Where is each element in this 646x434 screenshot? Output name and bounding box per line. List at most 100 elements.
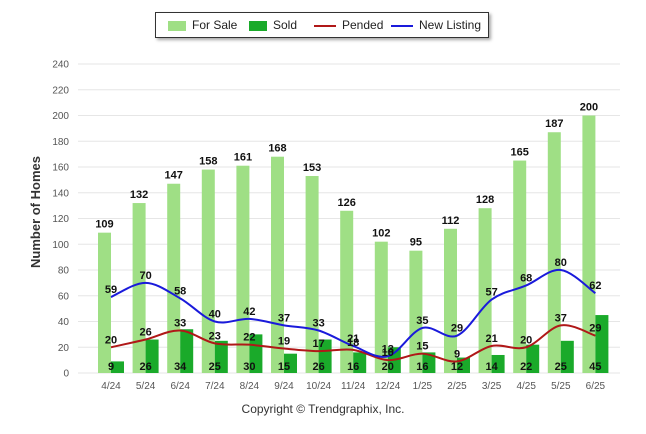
- label-sold: 26: [312, 361, 324, 373]
- legend-label-sold: Sold: [273, 18, 298, 32]
- bar-for-sale: [271, 156, 284, 373]
- label-new-listing: 40: [209, 309, 221, 321]
- y-tick-label: 120: [52, 214, 69, 225]
- legend-item-sold[interactable]: Sold: [249, 18, 297, 32]
- sold-swatch: [249, 20, 267, 31]
- label-for-sale: 158: [199, 156, 217, 168]
- bar-for-sale: [582, 115, 596, 373]
- bars: [98, 115, 609, 373]
- label-for-sale: 147: [165, 170, 183, 182]
- bar-sold: [111, 361, 124, 373]
- bar-sold: [145, 339, 159, 373]
- label-pended: 17: [312, 338, 324, 350]
- label-new-listing: 80: [555, 257, 567, 269]
- bar-sold: [180, 329, 194, 373]
- x-tick-label: 4/24: [101, 381, 121, 392]
- bar-for-sale: [340, 210, 354, 373]
- label-for-sale: 161: [234, 152, 252, 164]
- new-listing-line-swatch: [391, 24, 413, 27]
- new-listing-line: [110, 268, 596, 358]
- legend-item-new-listing[interactable]: New Listing: [391, 18, 481, 32]
- y-tick-label: 180: [52, 137, 69, 148]
- label-sold: 25: [209, 361, 221, 373]
- label-for-sale: 126: [338, 197, 356, 209]
- y-tick-label: 100: [52, 240, 69, 251]
- y-tick-label: 80: [58, 266, 70, 277]
- label-for-sale: 128: [476, 194, 494, 206]
- label-new-listing: 21: [347, 333, 359, 345]
- label-for-sale: 95: [410, 237, 422, 249]
- x-tick-label: 8/24: [240, 381, 260, 392]
- y-tick-label: 200: [52, 111, 69, 122]
- for-sale-swatch: [168, 20, 186, 31]
- label-pended: 26: [139, 327, 151, 339]
- bar-sold: [526, 344, 540, 373]
- label-for-sale: 200: [580, 102, 598, 114]
- y-tick-label: 0: [63, 369, 69, 380]
- label-pended: 29: [589, 323, 601, 335]
- x-tick-label: 5/24: [136, 381, 156, 392]
- label-new-listing: 13: [382, 343, 394, 355]
- bar-sold: [595, 315, 609, 373]
- label-pended: 18: [347, 337, 359, 349]
- label-pended: 20: [105, 334, 117, 346]
- x-tick-label: 11/24: [341, 381, 366, 392]
- legend-label-for-sale: For Sale: [192, 18, 238, 32]
- label-new-listing: 42: [243, 306, 255, 318]
- bar-for-sale: [374, 241, 388, 373]
- x-tick-label: 5/25: [551, 381, 571, 392]
- bar-for-sale: [478, 208, 492, 373]
- x-tick-label: 6/25: [586, 381, 606, 392]
- x-tick-label: 4/25: [516, 381, 536, 392]
- label-sold: 26: [139, 361, 151, 373]
- bar-sold: [214, 340, 228, 373]
- label-for-sale: 112: [442, 215, 460, 227]
- bar-for-sale: [513, 160, 527, 373]
- label-new-listing: 59: [105, 284, 117, 296]
- label-pended: 9: [454, 348, 460, 360]
- label-sold: 15: [278, 361, 290, 373]
- legend-item-for-sale[interactable]: For Sale: [168, 18, 237, 32]
- label-for-sale: 153: [303, 162, 321, 174]
- x-axis-ticks: 4/24 5/24 6/24 7/24 8/24 9/24 10/24 11/24 12/24 1…: [101, 381, 605, 392]
- bar-for-sale: [98, 232, 111, 373]
- bar-for-sale: [132, 203, 146, 373]
- legend-label-new-listing: New Listing: [419, 18, 482, 32]
- label-new-listing: 70: [139, 270, 151, 282]
- legend: For Sale Sold Pended New Listing: [155, 12, 489, 38]
- bar-for-sale: [305, 176, 319, 373]
- bar-for-sale: [236, 165, 250, 373]
- label-sold: 9: [108, 361, 114, 373]
- y-tick-label: 140: [52, 188, 69, 199]
- x-tick-label: 6/24: [170, 381, 190, 392]
- label-new-listing: 57: [485, 287, 497, 299]
- pended-line: [110, 324, 596, 363]
- label-pended: 19: [278, 336, 290, 348]
- bar-sold: [284, 353, 297, 373]
- legend-item-pended[interactable]: Pended: [314, 18, 383, 32]
- x-tick-label: 1/25: [413, 381, 433, 392]
- label-sold: 30: [243, 361, 255, 373]
- label-pended: 37: [555, 312, 567, 324]
- legend-label-pended: Pended: [342, 18, 384, 32]
- bar-sold: [318, 339, 332, 373]
- copyright-text: Copyright © Trendgraphix, Inc.: [241, 402, 405, 416]
- label-pended: 33: [174, 318, 186, 330]
- label-for-sale: 102: [372, 228, 390, 240]
- label-for-sale: 168: [268, 143, 286, 155]
- label-pended: 21: [485, 333, 497, 345]
- label-sold: 34: [174, 361, 187, 373]
- label-new-listing: 37: [278, 312, 290, 324]
- lines: [110, 268, 596, 363]
- x-tick-label: 12/24: [375, 381, 400, 392]
- label-sold: 25: [555, 361, 567, 373]
- label-new-listing: 68: [520, 272, 532, 284]
- bar-sold: [353, 352, 367, 373]
- label-for-sale: 187: [545, 118, 563, 130]
- x-tick-label: 2/25: [447, 381, 467, 392]
- y-axis-ticks: 0 20 40 60 80 100 120 140 160 180 200 220 240: [52, 60, 69, 380]
- bar-sold: [560, 340, 574, 373]
- x-tick-label: 10/24: [306, 381, 331, 392]
- bar-for-sale: [409, 250, 423, 373]
